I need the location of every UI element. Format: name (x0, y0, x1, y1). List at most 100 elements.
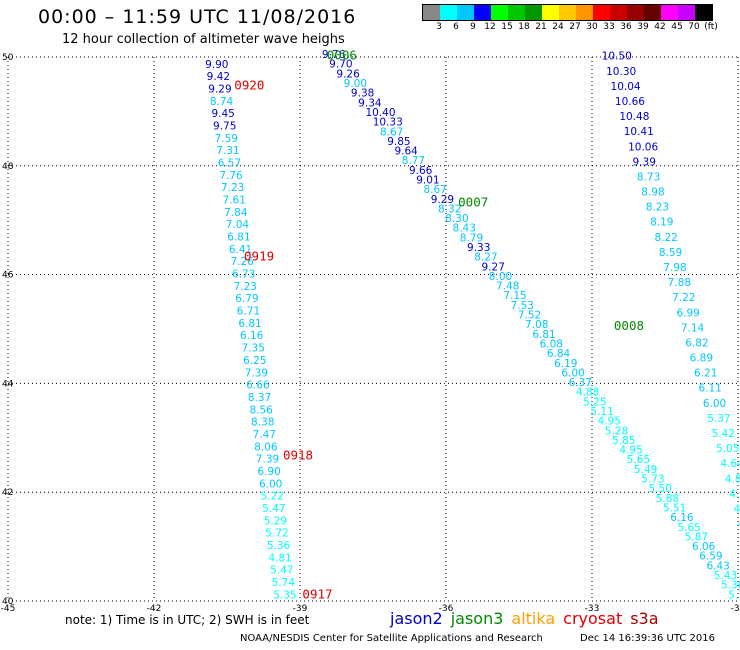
swh-value: 10.41 (624, 126, 654, 138)
lon-tick-label: -33 (585, 604, 600, 614)
swh-value: 6.21 (694, 368, 717, 380)
pass-time-label: 0920 (234, 78, 264, 93)
color-legend: 3 6 9 12 15 18 21 24 27 30 33 36 39 42 45 70 (ft) (422, 4, 718, 32)
satellite-legend: jason2 jason3 altika cryosat s3a (390, 609, 667, 628)
legend-swatch (491, 5, 508, 20)
swh-value: 5.65 (627, 454, 650, 466)
lon-tick-label: -39 (293, 604, 308, 614)
swh-value: 8.22 (654, 232, 677, 244)
swh-value: 9.29 (431, 194, 454, 206)
swh-value: 8.77 (402, 155, 425, 167)
swh-value: 7.88 (668, 277, 691, 289)
swh-value: 9.26 (336, 68, 360, 80)
swh-value: 5.37 (707, 413, 730, 425)
swh-value: 9.39 (633, 156, 656, 168)
swh-value: 5.43 (714, 570, 737, 582)
swh-value: 6.16 (670, 512, 694, 524)
swh-value: 5.65 (677, 522, 700, 534)
swh-value: 8.79 (460, 232, 483, 244)
swh-value: 7.26 (230, 256, 254, 268)
swh-value: 6.16 (240, 330, 264, 342)
swh-value: 7.52 (518, 310, 541, 322)
swh-value: 6.89 (690, 353, 713, 365)
legend-swatches (422, 4, 713, 21)
swh-value: 10.50 (602, 51, 632, 63)
swh-value: 4. (738, 519, 740, 531)
swh-value: 5.72 (265, 528, 288, 540)
legend-label: 45 (671, 22, 683, 32)
credit-text: NOAA/NESDIS Center for Satellite Applica… (240, 633, 543, 644)
swh-value: 10.30 (606, 66, 636, 78)
swh-value: 9.38 (351, 88, 374, 100)
swh-value: 6.71 (237, 306, 260, 318)
swh-value: 5.70 (728, 589, 740, 601)
swh-value: 6.25 (243, 355, 266, 367)
swh-value: 5.35 (273, 589, 296, 601)
lon-tick-label: -42 (147, 604, 162, 614)
swh-value: 6.00 (259, 478, 282, 490)
footer-note: note: 1) Time is in UTC; 2) SWH is in fe… (65, 613, 310, 627)
swh-value: 6.00 (561, 367, 584, 379)
swh-value: 4.82 (725, 473, 740, 485)
swh-value: 9.00 (344, 78, 367, 90)
swh-value: 6.99 (676, 307, 699, 319)
swh-value: 9.70 (329, 59, 352, 71)
swh-value: 7.14 (681, 322, 705, 334)
legend-swatch (423, 5, 440, 20)
swh-value: 4.81 (268, 552, 291, 564)
swh-value: 6.06 (692, 541, 716, 553)
legend-swatch (610, 5, 627, 20)
legend-swatch (542, 5, 559, 20)
legend-label: 24 (552, 22, 564, 32)
lat-tick-label: 48 (2, 162, 14, 172)
swh-value: 6.57 (218, 158, 241, 170)
swh-value: 4.95 (598, 416, 621, 428)
swh-value: 7.53 (511, 300, 534, 312)
pass-time-label: 0008 (614, 318, 644, 333)
pass-time-label: 0918 (283, 448, 313, 463)
lat-tick-label: 42 (2, 488, 13, 498)
swh-value: 6.79 (235, 293, 258, 305)
swh-value: 8.38 (251, 417, 274, 429)
legend-swatch (695, 5, 712, 20)
swh-value: 7.39 (256, 454, 279, 466)
legend-label: 18 (518, 22, 530, 32)
swh-value: 4.93 (729, 488, 740, 500)
swh-value: 10.33 (373, 117, 403, 129)
lat-tick-label: 40 (2, 597, 14, 607)
satellite-name: altika (511, 609, 556, 628)
swh-value: 5.47 (270, 565, 293, 577)
swh-value: 10.66 (615, 96, 645, 108)
swh-value: 7.15 (503, 290, 526, 302)
page-subtitle: 12 hour collection of altimeter wave hei… (62, 32, 345, 47)
pass-time-label: 0006 (327, 48, 357, 63)
legend-label: 33 (603, 22, 615, 32)
swh-value: 8.67 (380, 126, 403, 138)
swh-value: 7.61 (223, 195, 246, 207)
swh-value: 4. (734, 503, 740, 515)
swh-value: 6.43 (706, 560, 729, 572)
swh-value: 8.30 (445, 213, 468, 225)
swh-value: 8.43 (453, 223, 476, 235)
legend-label: 3 (436, 22, 442, 32)
legend-label: 9 (470, 22, 476, 32)
legend-label: 6 (453, 22, 459, 32)
swh-value: 7.31 (216, 145, 239, 157)
legend-swatch (525, 5, 542, 20)
legend-swatch (576, 5, 593, 20)
legend-labels: 3 6 9 12 15 18 21 24 27 30 33 36 39 42 45 70 (ft) (422, 22, 740, 34)
swh-value: 7.23 (221, 182, 244, 194)
pass-time-label: 0919 (244, 248, 274, 263)
swh-value: 5.50 (648, 483, 671, 495)
pass-time-label: 0007 (458, 195, 488, 210)
generated-timestamp: Dec 14 16:39:36 UTC 2016 (580, 633, 715, 644)
swh-value: 9.01 (416, 174, 439, 186)
lat-tick-label: 44 (2, 379, 14, 389)
swh-value: 10.40 (365, 107, 395, 119)
swh-value: 8.19 (650, 217, 673, 229)
swh-value: 6.08 (540, 338, 563, 350)
legend-label: 12 (484, 22, 496, 32)
lat-tick-label: 46 (2, 271, 14, 281)
legend-swatch (644, 5, 661, 20)
